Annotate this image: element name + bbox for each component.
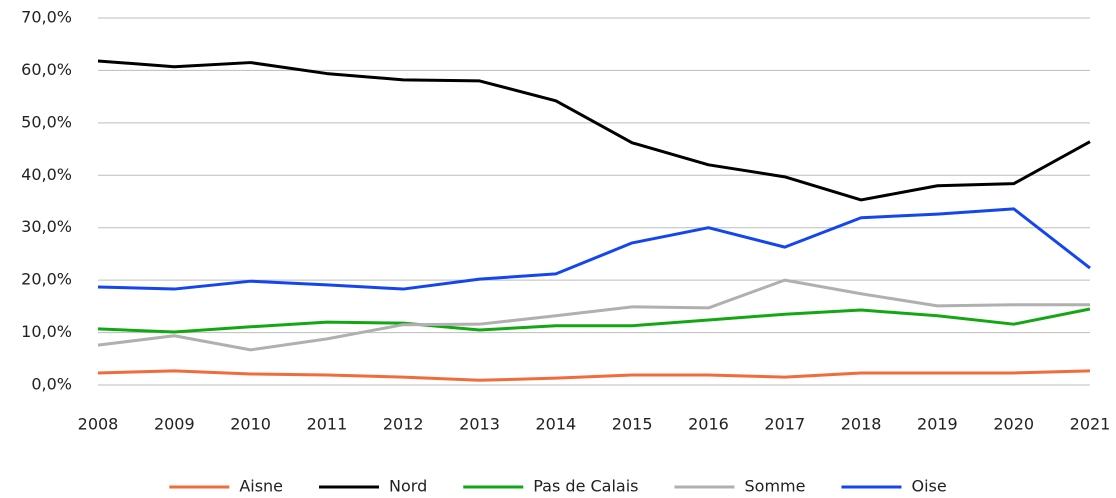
legend-label: Aisne — [239, 477, 283, 495]
legend-label: Oise — [911, 477, 946, 495]
series-line — [97, 207, 1091, 291]
series-line — [97, 59, 1091, 202]
x-tick-label: 2015 — [612, 415, 653, 434]
series-line — [97, 278, 1090, 352]
y-tick-label: 30,0% — [21, 217, 72, 236]
x-tick-label: 2013 — [459, 415, 500, 434]
series-line — [97, 307, 1091, 334]
x-tick-label: 2009 — [154, 415, 195, 434]
series-line — [97, 369, 1091, 382]
y-tick-label: 60,0% — [21, 60, 72, 79]
legend-label: Pas de Calais — [533, 477, 638, 495]
y-tick-label: 70,0% — [21, 8, 72, 27]
y-tick-label: 20,0% — [21, 270, 72, 289]
x-tick-label: 2011 — [307, 415, 348, 434]
x-tick-label: 2018 — [841, 415, 882, 434]
x-tick-label: 2012 — [383, 415, 424, 434]
y-tick-label: 50,0% — [21, 112, 72, 131]
y-tick-label: 10,0% — [21, 322, 72, 341]
y-tick-label: 0,0% — [31, 375, 72, 394]
x-tick-label: 2020 — [993, 415, 1034, 434]
legend-label: Nord — [389, 477, 427, 495]
x-tick-label: 2019 — [917, 415, 958, 434]
y-tick-label: 40,0% — [21, 165, 72, 184]
x-tick-label: 2021 — [1070, 415, 1111, 434]
legend-label: Somme — [745, 477, 806, 495]
x-tick-label: 2016 — [688, 415, 729, 434]
x-tick-label: 2010 — [230, 415, 271, 434]
x-tick-label: 2008 — [78, 415, 119, 434]
x-tick-label: 2014 — [535, 415, 576, 434]
x-tick-label: 2017 — [764, 415, 805, 434]
